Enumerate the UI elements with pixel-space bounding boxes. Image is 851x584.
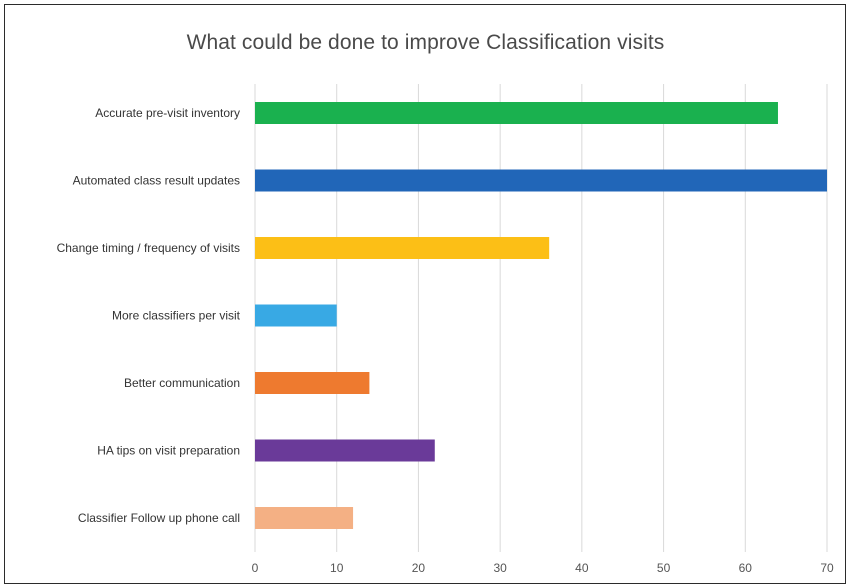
x-tick-label: 30 <box>493 561 507 575</box>
category-label: Automated class result updates <box>73 174 240 188</box>
bar <box>255 507 354 529</box>
bars <box>255 102 827 529</box>
bar <box>255 372 370 394</box>
category-label: Classifier Follow up phone call <box>78 511 240 525</box>
category-label: Change timing / frequency of visits <box>57 241 240 255</box>
chart-frame <box>4 4 846 584</box>
category-label: Better communication <box>124 376 240 390</box>
x-tick-label: 10 <box>330 561 344 575</box>
x-tick-label: 20 <box>412 561 426 575</box>
bar <box>255 102 778 124</box>
bar <box>255 237 550 259</box>
x-tick-label: 0 <box>252 561 259 575</box>
x-tick-label: 60 <box>739 561 753 575</box>
x-tick-label: 40 <box>575 561 589 575</box>
category-labels: Accurate pre-visit inventory Automated cl… <box>57 106 241 525</box>
category-label: More classifiers per visit <box>112 309 241 323</box>
grid-lines <box>254 84 828 552</box>
chart-title: What could be done to improve Classifica… <box>186 31 665 54</box>
x-tick-label: 50 <box>657 561 671 575</box>
bar <box>255 304 337 327</box>
bar <box>255 169 827 192</box>
category-label: HA tips on visit preparation <box>97 444 240 458</box>
bar <box>255 439 435 462</box>
category-label: Accurate pre-visit inventory <box>95 106 240 120</box>
x-tick-label: 70 <box>820 561 834 575</box>
tick-labels: 0 10 20 30 40 50 60 70 <box>252 561 834 575</box>
